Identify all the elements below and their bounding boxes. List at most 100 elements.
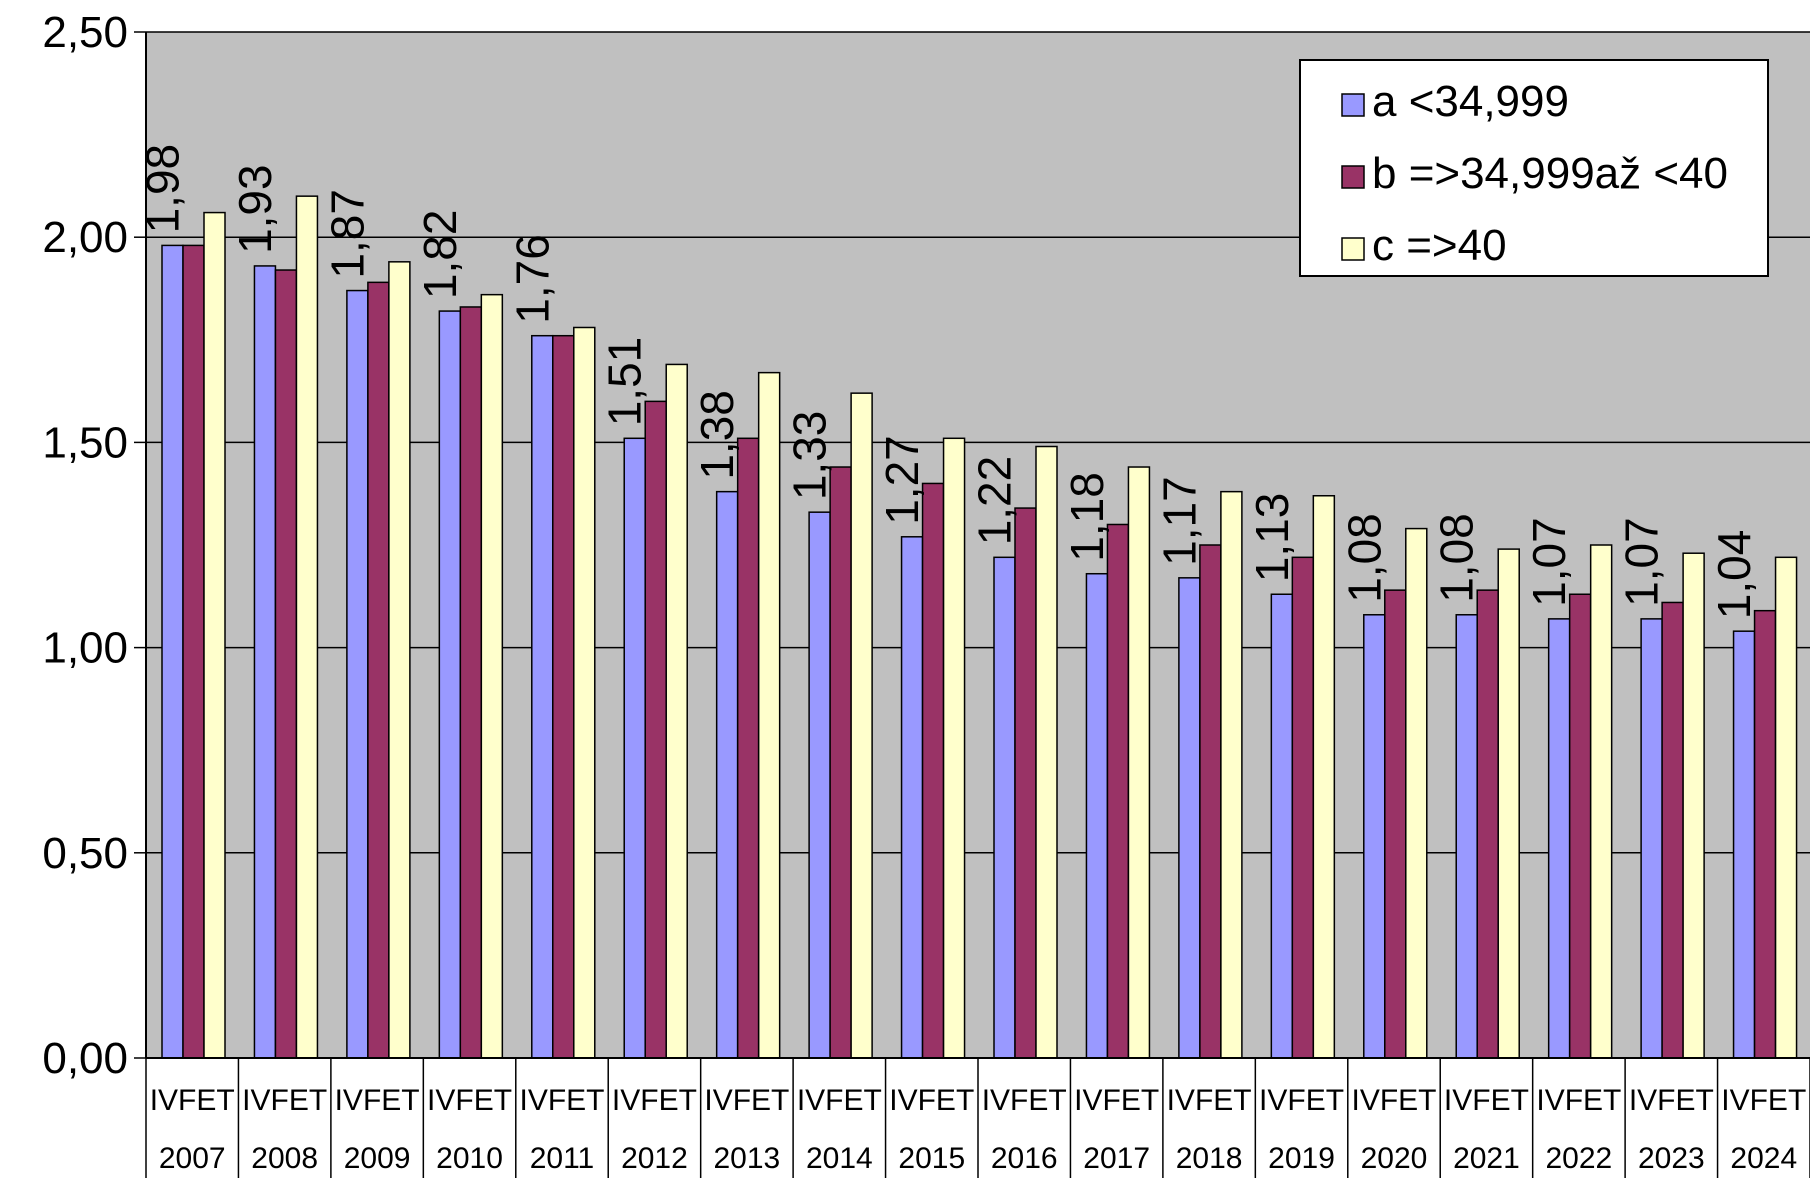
x-category-label-top: IVFET (1444, 1084, 1529, 1117)
legend-swatch (1341, 93, 1365, 117)
data-label: 1,93 (229, 164, 281, 254)
legend-label: b =>34,999až <40 (1372, 149, 1728, 198)
bar-2022-series-3 (1589, 544, 1613, 1059)
bar-2020-series-3 (1405, 527, 1428, 1059)
y-tick-label: 2,50 (42, 8, 128, 57)
x-category-label-top: IVFET (150, 1084, 235, 1117)
data-label: 1,17 (1153, 476, 1205, 566)
bar-2014-series-3 (850, 392, 873, 1059)
legend-swatch (1341, 165, 1365, 189)
x-category-label-top: IVFET (704, 1084, 789, 1117)
x-category-label-top: IVFET (519, 1084, 604, 1117)
bar-2008-series-1 (253, 265, 277, 1059)
bar-2020-series-1 (1363, 614, 1386, 1059)
x-category-label-top: IVFET (1074, 1084, 1159, 1117)
y-tick-label: 2,00 (42, 213, 128, 262)
data-label: 1,98 (137, 144, 189, 234)
x-category-label-year: 2015 (898, 1142, 965, 1175)
x-category-label-top: IVFET (982, 1084, 1067, 1117)
bar-2010-series-1 (438, 310, 462, 1059)
y-tick-label: 0,00 (42, 1034, 128, 1083)
data-label: 1,51 (599, 337, 651, 427)
bar-2007-series-1 (161, 244, 184, 1059)
x-category-label-top: IVFET (335, 1084, 420, 1117)
x-category-label-year: 2014 (806, 1142, 873, 1175)
x-category-label-top: IVFET (1259, 1084, 1344, 1117)
data-label: 1,33 (784, 411, 836, 501)
bar-2010-series-2 (459, 306, 483, 1059)
bar-2019-series-2 (1291, 556, 1315, 1059)
x-category-label-year: 2007 (159, 1142, 226, 1175)
bars (161, 195, 1798, 1059)
x-category-label-year: 2021 (1453, 1142, 1520, 1175)
bar-2018-series-2 (1199, 544, 1222, 1059)
bar-2011-series-2 (552, 334, 575, 1059)
bar-2022-series-1 (1547, 618, 1571, 1059)
bar-2009-series-3 (388, 261, 411, 1059)
data-label: 1,18 (1061, 472, 1113, 562)
bar-2011-series-1 (531, 334, 554, 1059)
x-category-label-year: 2012 (621, 1142, 688, 1175)
x-category-label-year: 2017 (1083, 1142, 1150, 1175)
x-category-label-year: 2013 (714, 1142, 781, 1175)
bar-2007-series-2 (182, 244, 205, 1059)
bar-2019-series-3 (1312, 495, 1336, 1059)
data-label: 1,76 (506, 234, 558, 324)
bar-2007-series-3 (203, 211, 226, 1059)
legend-box (1299, 59, 1769, 277)
labels: 0,00 0,50 1,00 1,50 2,00 2,50 IVFET 2007 IVFET 20… (42, 8, 1806, 1175)
bar-2013-series-1 (715, 490, 739, 1059)
bar-2020-series-2 (1384, 589, 1407, 1059)
x-category-label-top: IVFET (242, 1084, 327, 1117)
bar-2015-series-2 (921, 482, 945, 1059)
x-category-label-top: IVFET (1629, 1084, 1714, 1117)
data-label: 1,04 (1708, 530, 1760, 620)
x-category-label-top: IVFET (427, 1084, 512, 1117)
bar-2014-series-2 (829, 466, 852, 1059)
bar-2014-series-1 (808, 511, 831, 1059)
bar-2021-series-3 (1497, 548, 1520, 1059)
bar-2013-series-3 (757, 371, 781, 1059)
gridlines (146, 31, 1810, 854)
bar-2019-series-1 (1270, 593, 1294, 1059)
x-category-label-year: 2022 (1546, 1142, 1613, 1175)
bar-2024-series-3 (1774, 556, 1798, 1059)
bar-2012-series-3 (665, 363, 688, 1059)
x-category-label-year: 2019 (1268, 1142, 1335, 1175)
bar-2024-series-2 (1753, 609, 1777, 1059)
bar-2010-series-3 (480, 293, 504, 1059)
x-category-label-top: IVFET (889, 1084, 974, 1117)
x-category-label-top: IVFET (1721, 1084, 1806, 1117)
x-category-label-year: 2009 (344, 1142, 411, 1175)
data-label: 1,08 (1338, 513, 1390, 603)
legend-swatch (1341, 237, 1365, 261)
bar-2023-series-3 (1682, 552, 1705, 1059)
bar-2024-series-1 (1732, 630, 1756, 1059)
bar-2008-series-3 (295, 195, 319, 1059)
data-label: 1,22 (969, 456, 1021, 546)
bar-2021-series-1 (1455, 614, 1478, 1059)
x-category-label-top: IVFET (612, 1084, 697, 1117)
bar-2008-series-2 (274, 269, 298, 1059)
y-tick-label: 0,50 (42, 829, 128, 878)
bar-2023-series-2 (1661, 601, 1684, 1059)
bar-2017-series-3 (1127, 466, 1151, 1059)
bar-2016-series-3 (1035, 445, 1058, 1059)
x-category-label-top: IVFET (1536, 1084, 1621, 1117)
data-label: 1,82 (414, 210, 466, 300)
legend-label: a <34,999 (1372, 77, 1569, 126)
x-category-label-top: IVFET (1167, 1084, 1252, 1117)
y-tick-label: 1,00 (42, 624, 128, 673)
bar-2022-series-2 (1568, 593, 1592, 1059)
x-category-label-year: 2016 (991, 1142, 1058, 1175)
axes (134, 31, 1810, 1178)
x-category-label-year: 2008 (251, 1142, 318, 1175)
x-category-label-year: 2023 (1638, 1142, 1705, 1175)
legend: a <34,999 b =>34,999až <40 c =>40 (1299, 59, 1769, 277)
bar-2016-series-2 (1014, 507, 1037, 1059)
bar-2018-series-3 (1220, 490, 1243, 1059)
bar-2015-series-3 (942, 437, 966, 1059)
bar-2015-series-1 (900, 536, 924, 1059)
bar-2018-series-1 (1178, 577, 1201, 1059)
